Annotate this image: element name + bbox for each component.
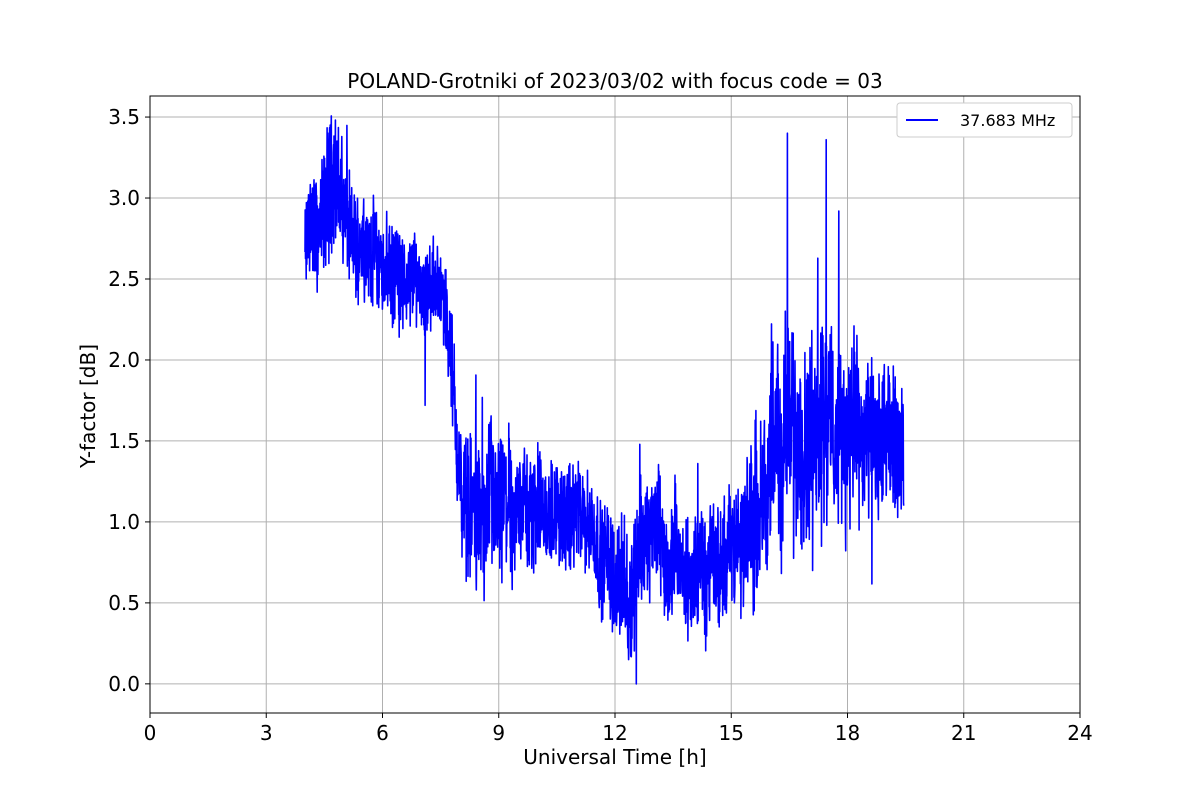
x-tick-label-3: 9 (492, 721, 505, 745)
x-tick-label-0: 0 (144, 721, 157, 745)
y-tick-label-7: 3.5 (108, 105, 140, 129)
y-tick-label-6: 3.0 (108, 186, 140, 210)
x-tick-label-2: 6 (376, 721, 389, 745)
chart-title: POLAND-Grotniki of 2023/03/02 with focus… (347, 69, 882, 93)
axes: 0 3 6 9 12 15 18 21 24 0.0 0.5 1.0 1.5 2.0 2.5 3.0 3.5 (108, 95, 1093, 745)
y-tick-label-3: 1.5 (108, 429, 140, 453)
legend-box (896, 102, 1073, 138)
y-tick-label-4: 2.0 (108, 348, 140, 372)
y-tick-label-5: 2.5 (108, 267, 140, 291)
y-tick-label-0: 0.0 (108, 672, 140, 696)
y-axis-title: Y-factor [dB] (76, 344, 100, 469)
legend: 37.683 MHz (896, 102, 1073, 138)
x-tick-label-1: 3 (260, 721, 273, 745)
x-tick-label-5: 15 (719, 721, 744, 745)
x-axis-title: Universal Time [h] (523, 745, 706, 769)
y-tick-label-1: 0.5 (108, 591, 140, 615)
x-tick-label-7: 21 (951, 721, 976, 745)
y-tick-label-2: 1.0 (108, 510, 140, 534)
legend-label: 37.683 MHz (960, 111, 1055, 130)
x-tick-label-8: 24 (1067, 721, 1092, 745)
x-tick-label-6: 18 (835, 721, 860, 745)
plot-area (304, 115, 905, 685)
series-line-0 (304, 115, 905, 685)
x-tick-label-4: 12 (602, 721, 627, 745)
